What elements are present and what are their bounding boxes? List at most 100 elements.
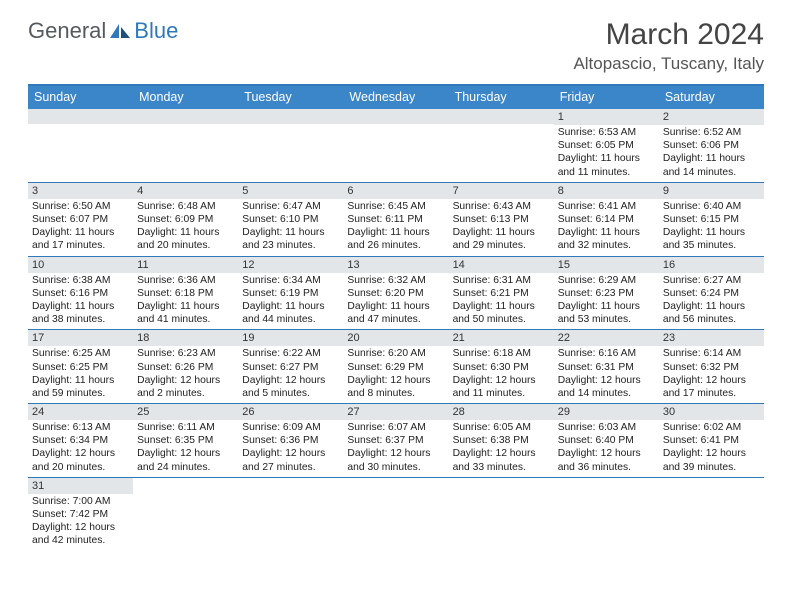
date-number: 26 — [238, 404, 343, 420]
day2-line: and 27 minutes. — [242, 461, 339, 474]
day-header: Thursday — [449, 86, 554, 109]
day2-line: and 8 minutes. — [347, 387, 444, 400]
day1-line: Daylight: 11 hours — [347, 226, 444, 239]
sunset-line: Sunset: 6:34 PM — [32, 434, 129, 447]
day2-line: and 11 minutes. — [453, 387, 550, 400]
day-cell: 23Sunrise: 6:14 AMSunset: 6:32 PMDayligh… — [659, 330, 764, 403]
day-cell: 10Sunrise: 6:38 AMSunset: 6:16 PMDayligh… — [28, 257, 133, 330]
cell-body: Sunrise: 6:03 AMSunset: 6:40 PMDaylight:… — [554, 420, 659, 477]
date-number: 10 — [28, 257, 133, 273]
day-header: Friday — [554, 86, 659, 109]
date-number — [28, 109, 133, 124]
month-title: March 2024 — [573, 18, 764, 52]
day-cell: 12Sunrise: 6:34 AMSunset: 6:19 PMDayligh… — [238, 257, 343, 330]
sunrise-line: Sunrise: 6:41 AM — [558, 200, 655, 213]
sunrise-line: Sunrise: 6:50 AM — [32, 200, 129, 213]
sunset-line: Sunset: 6:27 PM — [242, 361, 339, 374]
sunrise-line: Sunrise: 6:40 AM — [663, 200, 760, 213]
cell-body: Sunrise: 6:13 AMSunset: 6:34 PMDaylight:… — [28, 420, 133, 477]
day1-line: Daylight: 11 hours — [558, 226, 655, 239]
day2-line: and 5 minutes. — [242, 387, 339, 400]
day-cell: 15Sunrise: 6:29 AMSunset: 6:23 PMDayligh… — [554, 257, 659, 330]
date-number: 23 — [659, 330, 764, 346]
date-number: 11 — [133, 257, 238, 273]
day2-line: and 50 minutes. — [453, 313, 550, 326]
sunrise-line: Sunrise: 6:48 AM — [137, 200, 234, 213]
day-cell: 9Sunrise: 6:40 AMSunset: 6:15 PMDaylight… — [659, 183, 764, 256]
cell-body: Sunrise: 6:40 AMSunset: 6:15 PMDaylight:… — [659, 199, 764, 256]
week-row: 17Sunrise: 6:25 AMSunset: 6:25 PMDayligh… — [28, 330, 764, 404]
cell-body: Sunrise: 6:05 AMSunset: 6:38 PMDaylight:… — [449, 420, 554, 477]
sunset-line: Sunset: 6:40 PM — [558, 434, 655, 447]
sunset-line: Sunset: 6:11 PM — [347, 213, 444, 226]
sunrise-line: Sunrise: 6:53 AM — [558, 126, 655, 139]
sunrise-line: Sunrise: 6:43 AM — [453, 200, 550, 213]
calendar: SundayMondayTuesdayWednesdayThursdayFrid… — [28, 84, 764, 551]
day2-line: and 11 minutes. — [558, 166, 655, 179]
sunset-line: Sunset: 6:35 PM — [137, 434, 234, 447]
day-header: Tuesday — [238, 86, 343, 109]
sunrise-line: Sunrise: 6:16 AM — [558, 347, 655, 360]
week-row: 10Sunrise: 6:38 AMSunset: 6:16 PMDayligh… — [28, 257, 764, 331]
sunset-line: Sunset: 6:25 PM — [32, 361, 129, 374]
day-cell: 11Sunrise: 6:36 AMSunset: 6:18 PMDayligh… — [133, 257, 238, 330]
day1-line: Daylight: 12 hours — [453, 447, 550, 460]
header: General Blue March 2024 Altopascio, Tusc… — [0, 0, 792, 80]
day1-line: Daylight: 12 hours — [32, 521, 129, 534]
day-cell: 24Sunrise: 6:13 AMSunset: 6:34 PMDayligh… — [28, 404, 133, 477]
cell-body: Sunrise: 6:43 AMSunset: 6:13 PMDaylight:… — [449, 199, 554, 256]
logo: General Blue — [28, 18, 178, 44]
day1-line: Daylight: 11 hours — [663, 226, 760, 239]
date-number: 9 — [659, 183, 764, 199]
sunset-line: Sunset: 6:24 PM — [663, 287, 760, 300]
sunrise-line: Sunrise: 6:18 AM — [453, 347, 550, 360]
date-number: 31 — [28, 478, 133, 494]
sunset-line: Sunset: 6:09 PM — [137, 213, 234, 226]
date-number: 20 — [343, 330, 448, 346]
day2-line: and 53 minutes. — [558, 313, 655, 326]
day1-line: Daylight: 12 hours — [558, 374, 655, 387]
sunset-line: Sunset: 6:15 PM — [663, 213, 760, 226]
date-number: 13 — [343, 257, 448, 273]
date-number: 12 — [238, 257, 343, 273]
day-cell: 28Sunrise: 6:05 AMSunset: 6:38 PMDayligh… — [449, 404, 554, 477]
day1-line: Daylight: 11 hours — [32, 374, 129, 387]
empty-cell — [133, 109, 238, 182]
location: Altopascio, Tuscany, Italy — [573, 54, 764, 74]
sunset-line: Sunset: 6:30 PM — [453, 361, 550, 374]
date-number: 5 — [238, 183, 343, 199]
sunrise-line: Sunrise: 6:03 AM — [558, 421, 655, 434]
title-block: March 2024 Altopascio, Tuscany, Italy — [573, 18, 764, 74]
day1-line: Daylight: 11 hours — [32, 226, 129, 239]
cell-body: Sunrise: 6:38 AMSunset: 6:16 PMDaylight:… — [28, 273, 133, 330]
day1-line: Daylight: 11 hours — [137, 226, 234, 239]
sunset-line: Sunset: 6:41 PM — [663, 434, 760, 447]
day1-line: Daylight: 12 hours — [663, 374, 760, 387]
day-cell: 31Sunrise: 7:00 AMSunset: 7:42 PMDayligh… — [28, 478, 133, 551]
sunrise-line: Sunrise: 6:38 AM — [32, 274, 129, 287]
empty-cell — [238, 109, 343, 182]
day-cell: 30Sunrise: 6:02 AMSunset: 6:41 PMDayligh… — [659, 404, 764, 477]
logo-text-general: General — [28, 18, 106, 44]
day1-line: Daylight: 11 hours — [137, 300, 234, 313]
day2-line: and 29 minutes. — [453, 239, 550, 252]
day2-line: and 47 minutes. — [347, 313, 444, 326]
day1-line: Daylight: 11 hours — [453, 300, 550, 313]
sunrise-line: Sunrise: 6:22 AM — [242, 347, 339, 360]
date-number: 28 — [449, 404, 554, 420]
sunset-line: Sunset: 6:13 PM — [453, 213, 550, 226]
date-number: 21 — [449, 330, 554, 346]
day-cell: 18Sunrise: 6:23 AMSunset: 6:26 PMDayligh… — [133, 330, 238, 403]
sunrise-line: Sunrise: 6:05 AM — [453, 421, 550, 434]
day1-line: Daylight: 11 hours — [558, 300, 655, 313]
cell-body: Sunrise: 6:45 AMSunset: 6:11 PMDaylight:… — [343, 199, 448, 256]
empty-cell — [238, 478, 343, 551]
sunset-line: Sunset: 6:26 PM — [137, 361, 234, 374]
day2-line: and 23 minutes. — [242, 239, 339, 252]
day-cell: 13Sunrise: 6:32 AMSunset: 6:20 PMDayligh… — [343, 257, 448, 330]
day-cell: 27Sunrise: 6:07 AMSunset: 6:37 PMDayligh… — [343, 404, 448, 477]
day1-line: Daylight: 12 hours — [347, 447, 444, 460]
date-number — [343, 109, 448, 124]
sunrise-line: Sunrise: 6:29 AM — [558, 274, 655, 287]
sunrise-line: Sunrise: 6:45 AM — [347, 200, 444, 213]
